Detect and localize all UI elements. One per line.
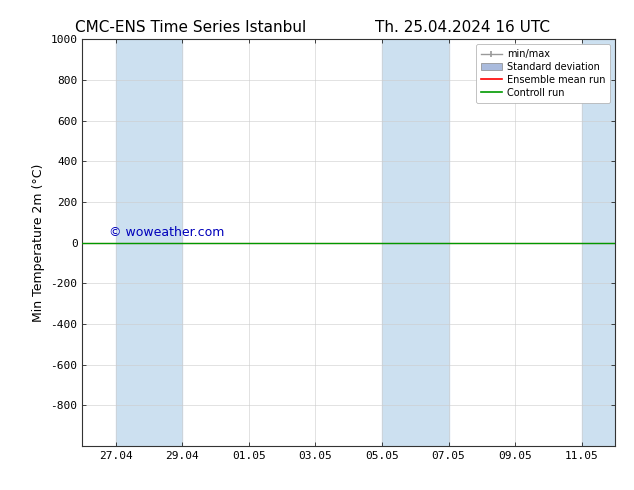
Y-axis label: Min Temperature 2m (°C): Min Temperature 2m (°C) <box>32 163 45 322</box>
Legend: min/max, Standard deviation, Ensemble mean run, Controll run: min/max, Standard deviation, Ensemble me… <box>476 44 610 102</box>
Text: CMC-ENS Time Series Istanbul: CMC-ENS Time Series Istanbul <box>75 20 306 35</box>
Bar <box>116 39 183 446</box>
Bar <box>382 39 449 446</box>
Text: © woweather.com: © woweather.com <box>109 226 224 240</box>
Bar <box>582 39 615 446</box>
Text: Th. 25.04.2024 16 UTC: Th. 25.04.2024 16 UTC <box>375 20 550 35</box>
